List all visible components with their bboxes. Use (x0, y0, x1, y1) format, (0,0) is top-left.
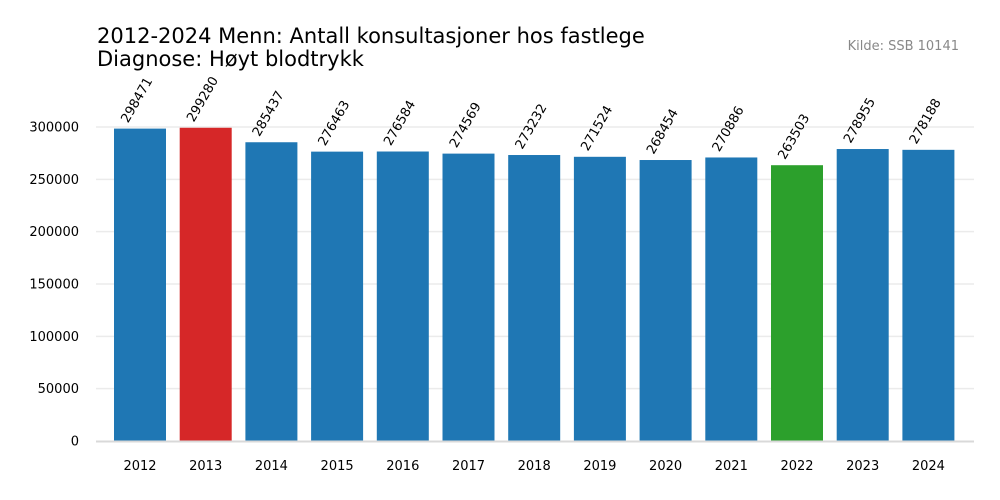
data-label-2014: 285437 (250, 89, 288, 139)
data-label-2012: 298471 (118, 75, 156, 125)
bar-2012 (114, 128, 166, 442)
x-tick-label: 2018 (518, 459, 551, 474)
data-label-2017: 274569 (447, 100, 485, 150)
x-tick-label: 2015 (321, 459, 354, 474)
x-tick-label: 2013 (189, 459, 222, 474)
y-tick-label: 50000 (38, 382, 79, 397)
y-tick-label: 250000 (29, 173, 79, 188)
x-tick-label: 2021 (715, 459, 748, 474)
y-tick-label: 0 (71, 435, 79, 450)
bar-2022 (771, 165, 823, 441)
bar-2018 (508, 155, 561, 442)
data-label-2022: 263503 (775, 112, 813, 162)
data-label-2024: 278188 (907, 96, 945, 146)
data-label-2019: 271524 (578, 103, 616, 153)
bar-2020 (639, 160, 692, 442)
x-tick-label: 2017 (452, 459, 485, 474)
data-label-2013: 299280 (184, 74, 222, 124)
bar-2016 (376, 151, 429, 442)
bar-2015 (311, 151, 364, 442)
x-tick-label: 2022 (780, 459, 813, 474)
x-tick-label: 2019 (583, 459, 616, 474)
bar-2013 (179, 127, 232, 441)
chart-title-line2: Diagnose: Høyt blodtrykk (97, 47, 365, 71)
x-axis-ticks: 2012 2013 2014 2015 2016 2017 2018 2019 2020 2021… (123, 459, 944, 474)
bars (114, 127, 955, 442)
x-tick-label: 2024 (912, 459, 945, 474)
y-axis-ticks: 0 50000 100000 150000 200000 250000 300000 (29, 121, 79, 450)
bar-2021 (705, 157, 758, 441)
data-label-2021: 270886 (710, 104, 748, 154)
data-label-2016: 276584 (381, 98, 419, 148)
x-tick-label: 2020 (649, 459, 682, 474)
bar-2019 (573, 156, 626, 442)
bar-2024 (902, 149, 955, 441)
bar-2023 (836, 149, 889, 441)
y-tick-label: 100000 (29, 330, 79, 345)
y-tick-label: 300000 (29, 121, 79, 136)
data-labels: 298471 299280 285437 276463 276584 274569 2732… (118, 74, 944, 162)
x-tick-label: 2012 (123, 459, 156, 474)
x-tick-label: 2016 (386, 459, 419, 474)
x-tick-label: 2014 (255, 459, 288, 474)
bar-2017 (442, 153, 495, 441)
x-tick-label: 2023 (846, 459, 879, 474)
data-label-2015: 276463 (316, 98, 354, 148)
y-tick-label: 200000 (29, 225, 79, 240)
bar-2014 (245, 142, 298, 441)
data-label-2023: 278955 (841, 96, 879, 146)
y-tick-label: 150000 (29, 278, 79, 293)
chart-title-line1: 2012-2024 Menn: Antall konsultasjoner ho… (97, 24, 645, 48)
source-label: Kilde: SSB 10141 (848, 39, 959, 54)
data-label-2020: 268454 (644, 107, 682, 157)
